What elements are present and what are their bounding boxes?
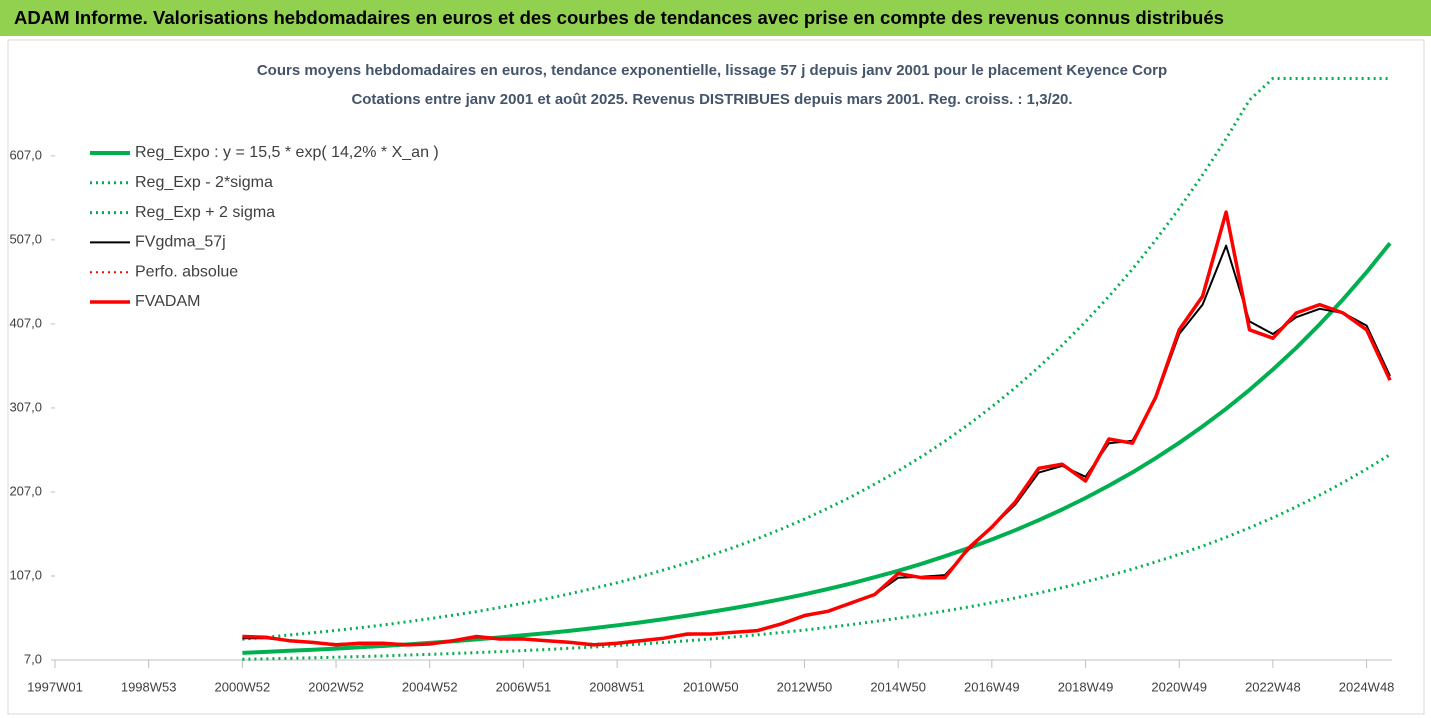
y-tick-label: 7,0 — [24, 651, 42, 666]
y-tick-label: 407,0 — [9, 315, 42, 330]
x-tick-label: 2000W52 — [215, 679, 271, 694]
series-line — [242, 77, 1390, 641]
x-tick-label: 2012W50 — [777, 679, 833, 694]
x-tick-label: 2024W48 — [1339, 679, 1395, 694]
chart-subtitle: Cotations entre janv 2001 et août 2025. … — [351, 91, 1072, 108]
legend-label: FVADAM — [135, 293, 200, 310]
chart-title: Cours moyens hebdomadaires en euros, ten… — [257, 62, 1167, 79]
series-line — [242, 244, 1391, 645]
x-tick-label: 2008W51 — [589, 679, 645, 694]
x-tick-label: 2002W52 — [308, 679, 364, 694]
x-tick-label: 1997W01 — [27, 679, 83, 694]
header-title: ADAM Informe. Valorisations hebdomadaire… — [14, 8, 1224, 28]
chart-frame — [7, 39, 1425, 715]
y-tick-label: 607,0 — [9, 147, 42, 162]
y-tick-label: 207,0 — [9, 483, 42, 498]
header-bar — [0, 0, 1431, 36]
x-tick-label: 2010W50 — [683, 679, 739, 694]
legend-label: Reg_Exp + 2 sigma — [135, 204, 275, 221]
x-tick-label: 2022W48 — [1245, 679, 1301, 694]
legend-label: Reg_Exp - 2*sigma — [135, 174, 273, 191]
x-tick-label: 2018W49 — [1058, 679, 1114, 694]
y-tick-label: 307,0 — [9, 399, 42, 414]
x-tick-label: 2004W52 — [402, 679, 458, 694]
y-tick-label: 107,0 — [9, 567, 42, 582]
series-line — [242, 210, 1392, 647]
x-tick-label: 2020W49 — [1151, 679, 1207, 694]
x-tick-label: 2014W50 — [870, 679, 926, 694]
legend-label: Reg_Expo : y = 15,5 * exp( 14,2% * X_an … — [135, 144, 439, 161]
series-line — [242, 241, 1392, 655]
legend-label: FVgdma_57j — [135, 234, 226, 251]
x-tick-label: 2006W51 — [496, 679, 552, 694]
x-tick-label: 2016W49 — [964, 679, 1020, 694]
y-tick-label: 507,0 — [9, 231, 42, 246]
series-line — [242, 211, 1391, 646]
x-tick-label: 1998W53 — [121, 679, 177, 694]
legend-label: Perfo. absolue — [135, 263, 238, 280]
series-line — [242, 453, 1391, 661]
